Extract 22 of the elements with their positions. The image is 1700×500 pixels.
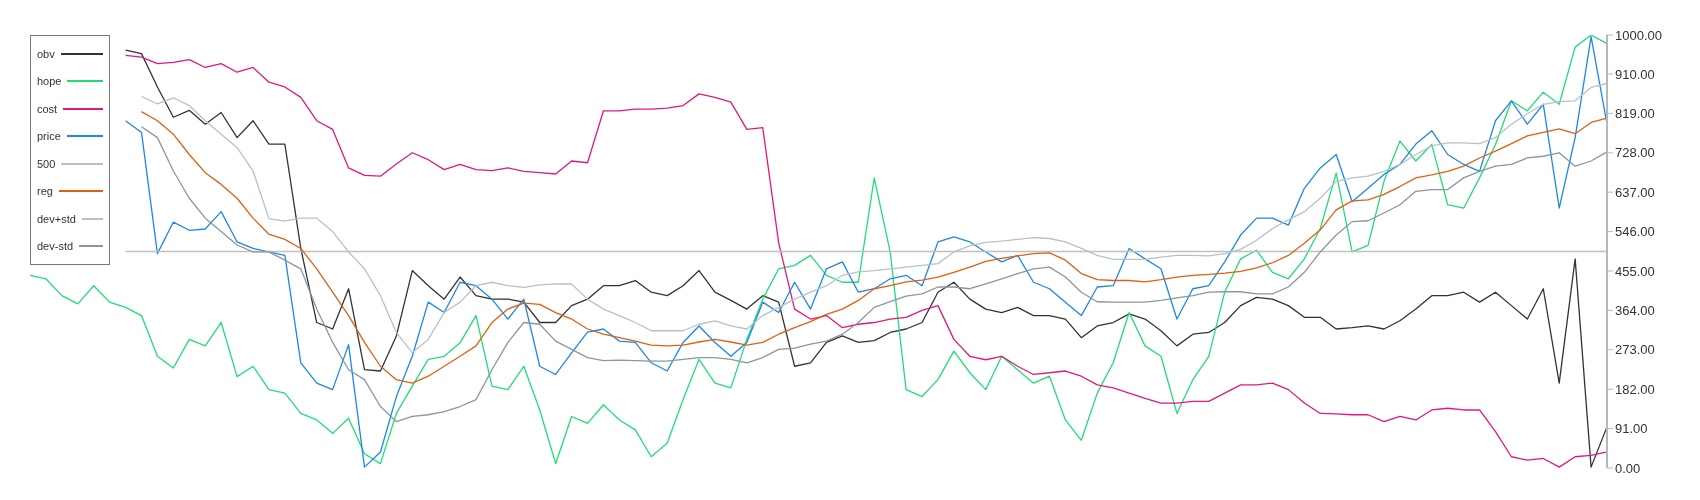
- y-tick-label: 0.00: [1615, 460, 1641, 476]
- legend-label: dev+std: [37, 212, 76, 225]
- y-tick-label: 91.00: [1615, 421, 1648, 437]
- legend-label: 500: [37, 157, 56, 170]
- legend-label: hope: [37, 75, 62, 88]
- legend-label: reg: [37, 185, 53, 198]
- line-series: [140, 126, 1608, 423]
- legend-label: obv: [37, 47, 55, 60]
- legend-label: cost: [37, 102, 58, 115]
- y-tick-label: 455.00: [1615, 263, 1655, 279]
- y-tick-label: 637.00: [1615, 184, 1655, 200]
- y-tick-label: 273.00: [1615, 342, 1655, 358]
- line-series: [140, 110, 1608, 384]
- y-tick-label: 728.00: [1615, 145, 1655, 161]
- y-tick-label: 910.00: [1615, 66, 1655, 82]
- y-tick-label: 182.00: [1615, 381, 1655, 397]
- y-tick-label: 1000.00: [1615, 27, 1662, 43]
- legend-label: price: [37, 130, 61, 143]
- y-tick-label: 546.00: [1615, 224, 1655, 240]
- y-tick-label: 819.00: [1615, 105, 1655, 121]
- legend-label: dev-std: [37, 240, 74, 253]
- y-tick-label: 364.00: [1615, 303, 1655, 318]
